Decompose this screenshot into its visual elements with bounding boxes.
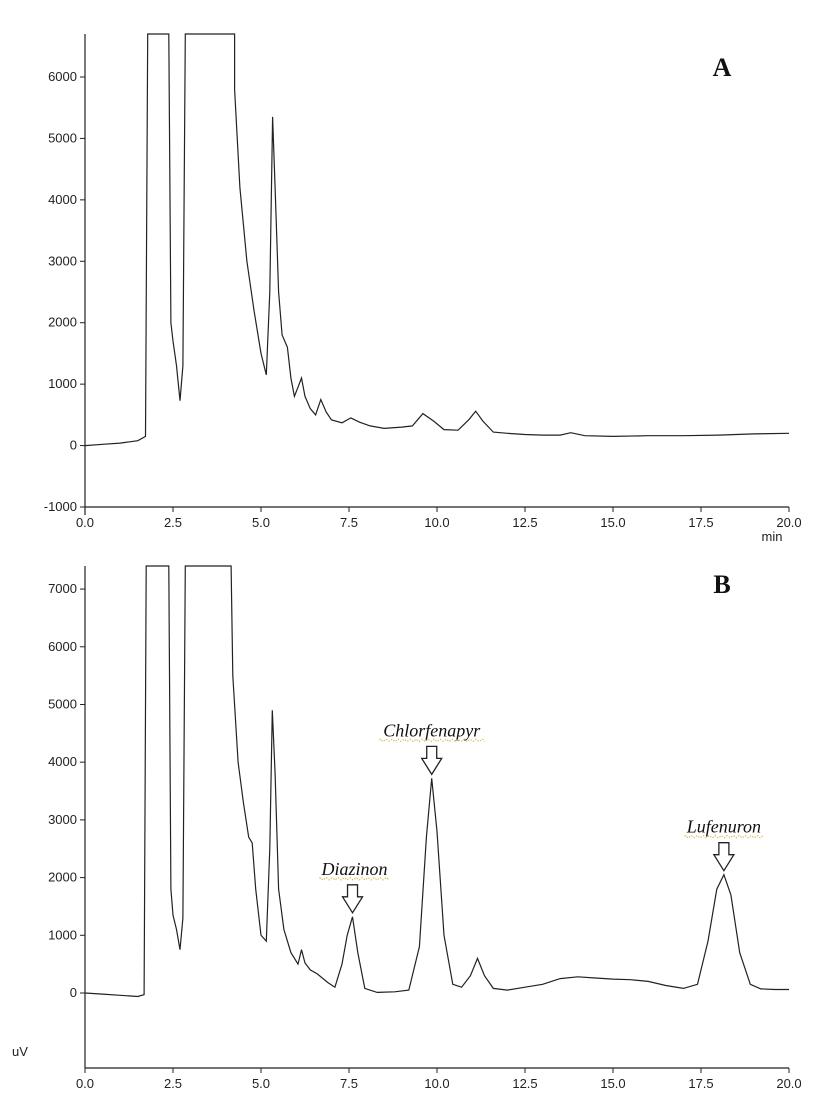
y-tick-label: 0: [70, 438, 77, 453]
x-tick-label: 5.0: [252, 515, 270, 530]
down-arrow-icon: [712, 842, 736, 872]
x-tick-label: 0.0: [76, 515, 94, 530]
peak-label: Diazinon: [321, 859, 388, 879]
y-tick-label: 3000: [48, 253, 77, 268]
y-tick-label: 3000: [48, 812, 77, 827]
chromatogram-trace: [84, 565, 789, 998]
x-tick-label: 17.5: [688, 1076, 713, 1091]
y-tick-label: 1000: [48, 927, 77, 942]
x-tick-label: 2.5: [164, 515, 182, 530]
x-tick-label: 20.0: [776, 515, 801, 530]
x-tick-label: 15.0: [600, 515, 625, 530]
peak-arrow: [420, 745, 443, 776]
x-axis-label: min: [762, 529, 783, 544]
x-tick-label: 7.5: [340, 515, 358, 530]
x-tick-label: 0.0: [76, 1076, 94, 1091]
x-tick-label: 12.5: [512, 1076, 537, 1091]
panel-label: A: [713, 53, 732, 82]
y-tick-label: -1000: [44, 499, 77, 514]
x-tick-label: 7.5: [340, 1076, 358, 1091]
x-tick-label: 2.5: [164, 1076, 182, 1091]
chart-panel-b: 0 1000 2000 3000 4000 5000 6000 7000 0.0 2.5 5.0 7.…: [12, 565, 802, 1091]
y-tick-label: 7000: [48, 581, 77, 596]
y-tick-label: 5000: [48, 130, 77, 145]
y-tick-label: 2000: [48, 870, 77, 885]
y-tick-label: 5000: [48, 696, 77, 711]
spellcheck-underline: [319, 876, 390, 881]
y-tick-label: 6000: [48, 69, 77, 84]
x-tick-label: 10.0: [424, 1076, 449, 1091]
peak-label: Lufenuron: [686, 817, 761, 837]
x-tick-label: 15.0: [600, 1076, 625, 1091]
spellcheck-underline: [379, 738, 486, 743]
y-tick-label: 4000: [48, 192, 77, 207]
down-arrow-icon: [420, 745, 443, 776]
chart-panel-a: -1000 0 1000 2000 3000 4000 5000 6000 0.0 2.5 5.0 7…: [44, 33, 802, 544]
peak-label: Chlorfenapyr: [383, 720, 481, 740]
y-tick-label: 6000: [48, 639, 77, 654]
peak-arrow: [712, 842, 736, 872]
y-axis-label: uV: [12, 1044, 28, 1059]
y-tick-label: 0: [70, 985, 77, 1000]
down-arrow-icon: [341, 884, 364, 915]
x-tick-label: 5.0: [252, 1076, 270, 1091]
x-tick-label: 20.0: [776, 1076, 801, 1091]
x-tick-label: 10.0: [424, 515, 449, 530]
peak-arrow: [341, 884, 364, 915]
y-tick-label: 2000: [48, 315, 77, 330]
y-tick-label: 4000: [48, 754, 77, 769]
spellcheck-underline: [684, 834, 764, 839]
panel-label: B: [713, 570, 730, 599]
x-tick-label: 12.5: [512, 515, 537, 530]
x-tick-label: 17.5: [688, 515, 713, 530]
chromatogram-trace: [84, 33, 790, 447]
y-tick-label: 1000: [48, 376, 77, 391]
